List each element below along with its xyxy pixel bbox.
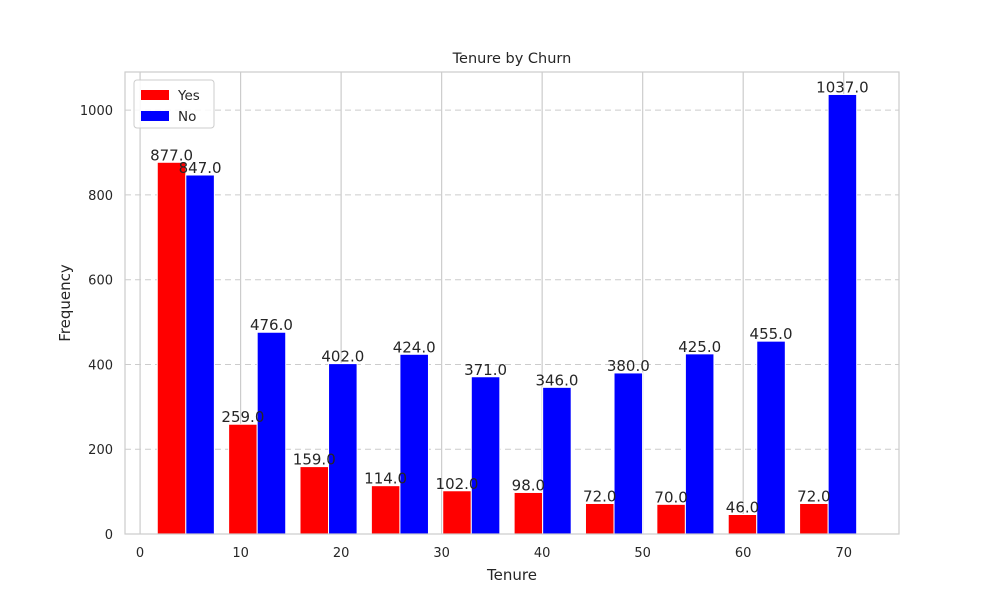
data-label-no-7: 425.0 [678, 338, 721, 356]
legend-label-no: No [178, 109, 196, 125]
ticks: 0 10 20 30 40 50 60 70 0 200 400 600 800 1000 [80, 104, 852, 561]
y-axis-label: Frequency [56, 264, 74, 342]
data-label-yes-7: 70.0 [654, 488, 687, 506]
bar-no-8 [756, 340, 786, 535]
data-label-no-3: 424.0 [393, 338, 436, 356]
data-label-yes-6: 72.0 [583, 487, 616, 505]
data-label-no-4: 371.0 [464, 361, 507, 379]
legend-label-yes: Yes [177, 88, 200, 104]
legend-swatch-yes [141, 90, 169, 100]
data-label-yes-9: 72.0 [797, 487, 830, 505]
x-tick-label: 10 [232, 546, 249, 561]
bar-no-3 [399, 353, 429, 535]
data-label-yes-1: 259.0 [221, 408, 264, 426]
bar-no-4 [470, 376, 501, 535]
data-label-no-5: 346.0 [535, 371, 578, 389]
data-label-yes-2: 159.0 [293, 451, 336, 469]
bar-no-2 [328, 363, 358, 535]
bar-yes-2 [299, 466, 330, 535]
data-label-no-6: 380.0 [607, 357, 650, 375]
bar-no-6 [613, 372, 644, 535]
legend: Yes No [133, 79, 215, 129]
data-label-no-1: 476.0 [250, 316, 293, 334]
bar-yes-7 [656, 503, 686, 535]
legend-swatch-no [141, 111, 169, 121]
x-tick-label: 40 [534, 546, 551, 561]
plot-frame [124, 71, 900, 535]
x-axis-label: Tenure [486, 566, 537, 584]
data-label-yes-0: 877.0 [150, 146, 193, 164]
bar-yes-3 [370, 485, 401, 535]
chart-title: Tenure by Churn [452, 51, 572, 67]
bar-yes-1 [228, 423, 258, 535]
bar-no-1 [256, 331, 287, 535]
data-label-yes-4: 102.0 [436, 475, 479, 493]
bar-no-9 [827, 93, 858, 535]
bar-no-5 [542, 386, 572, 535]
bar-yes-8 [727, 514, 758, 535]
data-label-yes-3: 114.0 [364, 470, 407, 488]
bar-no-7 [684, 353, 715, 535]
data-labels: 877.0 259.0 159.0 114.0 102.0 98.0 72.0 70.0 46.… [150, 78, 869, 516]
y-tick-label: 1000 [80, 104, 113, 119]
x-tick-label: 30 [433, 546, 450, 561]
x-tick-label: 0 [136, 546, 144, 561]
data-label-no-8: 455.0 [750, 325, 793, 343]
x-tick-label: 60 [735, 546, 752, 561]
bar-yes-6 [584, 502, 615, 535]
data-label-no-0: 847.0 [179, 159, 222, 177]
bar-yes-5 [513, 491, 544, 535]
y-tick-label: 600 [88, 274, 113, 289]
data-label-yes-5: 98.0 [512, 476, 545, 494]
bar-yes-0 [156, 161, 187, 535]
bar-no-0 [185, 174, 215, 535]
data-label-no-2: 402.0 [321, 348, 364, 366]
bars [156, 93, 858, 535]
data-label-no-9: 1037.0 [816, 78, 869, 96]
data-label-yes-8: 46.0 [726, 499, 759, 517]
x-tick-label: 70 [835, 546, 852, 561]
y-tick-label: 800 [88, 189, 113, 204]
bar-yes-9 [799, 502, 829, 535]
x-tick-label: 20 [333, 546, 350, 561]
y-tick-label: 400 [88, 358, 113, 373]
y-tick-label: 200 [88, 443, 113, 458]
x-tick-label: 50 [634, 546, 651, 561]
y-tick-label: 0 [105, 528, 113, 543]
bar-yes-4 [442, 490, 472, 535]
